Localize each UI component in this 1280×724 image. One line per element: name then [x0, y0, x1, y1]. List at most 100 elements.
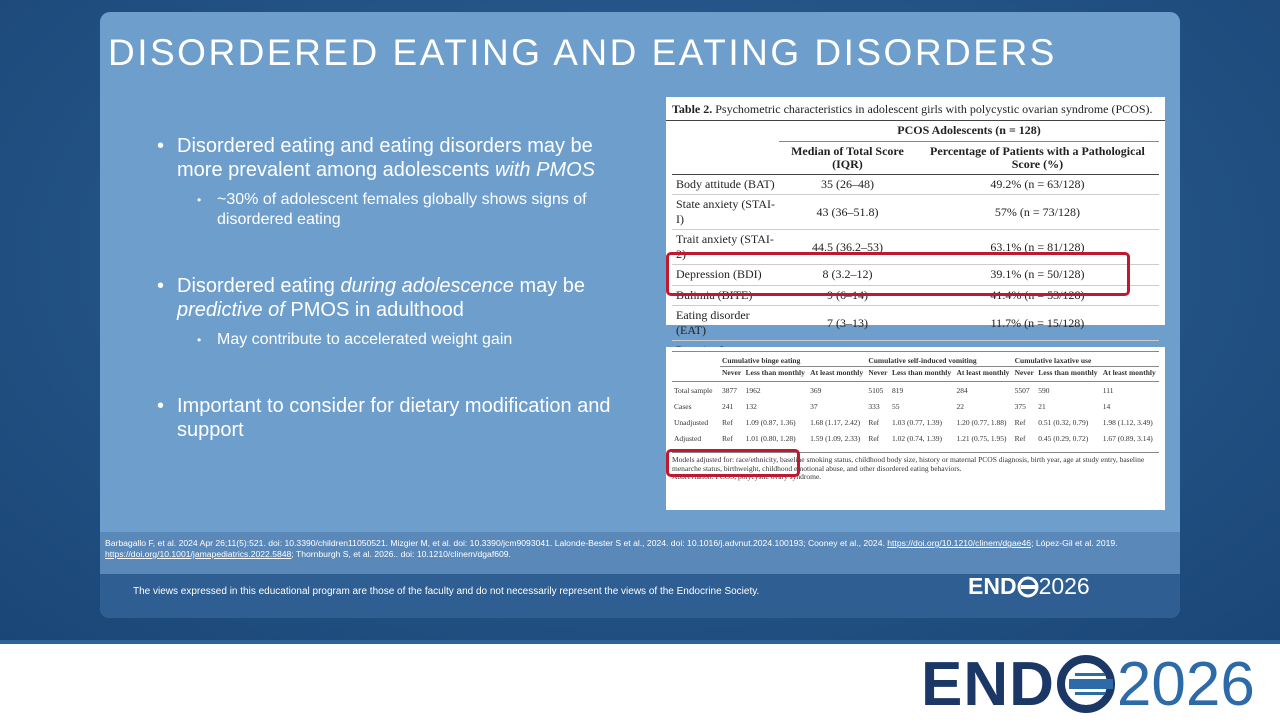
column-header: Never	[722, 368, 742, 377]
cell: Cases	[674, 402, 692, 411]
cell: Total sample	[674, 386, 713, 395]
cell: 7 (3–13)	[826, 315, 868, 330]
table-caption: Table 2. Psychometric characteristics in…	[666, 97, 1165, 121]
row: Depression (BDI) 8 (3.2–12) 39.1% (n = 50/…	[672, 265, 1159, 285]
cell: 0.51 (0.32, 0.79)	[1038, 418, 1089, 427]
cell: 55	[891, 402, 900, 411]
column-header: At least monthly	[810, 368, 864, 377]
text-run: Important to consider for dietary modifi…	[177, 395, 611, 441]
highlight-box	[666, 449, 800, 477]
cell: 1.59 (1.09, 2.33)	[810, 434, 861, 443]
cell: 1.03 (0.77, 1.39)	[891, 418, 942, 427]
cell: 37	[810, 402, 818, 411]
caption: Psychometric characteristics in adolesce…	[715, 102, 1153, 116]
cell: Ref	[1014, 434, 1026, 443]
sub-bullet: May contribute to accelerated weight gai…	[177, 330, 617, 350]
header-row: Never Less than monthly At least monthly Ne…	[672, 367, 1159, 382]
text-run: PMOS in adulthood	[284, 299, 464, 321]
bullet: Disordered eating and eating disorders m…	[157, 134, 617, 230]
column-header: Median of Total Score (IQR)	[791, 143, 904, 171]
column-header: Never	[1014, 368, 1034, 377]
cell: 35 (26–48)	[820, 176, 874, 191]
slide: DISORDERED EATING AND EATING DISORDERS D…	[100, 12, 1180, 618]
group-header: Cumulative self-induced vomiting	[866, 351, 1013, 367]
cell: 1.21 (0.75, 1.95)	[956, 434, 1007, 443]
text-run: May contribute to accelerated weight gai…	[217, 331, 513, 348]
header-row: Median of Total Score (IQR) Percentage of…	[672, 141, 1159, 174]
row: Body attitude (BAT) 35 (26–48) 49.2% (n = …	[672, 174, 1159, 195]
cell: 1.67 (0.89, 3.14)	[1102, 434, 1153, 443]
cell	[672, 352, 720, 367]
cell: 3877	[722, 386, 737, 395]
logo-year: 2026	[1116, 649, 1255, 719]
bullet: Important to consider for dietary modifi…	[157, 394, 617, 442]
cell: 132	[745, 402, 757, 411]
cell: 333	[868, 402, 880, 411]
cell: 1.09 (0.87, 1.36)	[745, 418, 796, 427]
cell: 1.02 (0.74, 1.39)	[891, 434, 942, 443]
row: Trait anxiety (STAI-2) 44.5 (36.2–53) 63.1…	[672, 230, 1159, 265]
text-run: may be	[513, 275, 586, 297]
sub-bullet: ~30% of adolescent females globally show…	[177, 190, 617, 230]
text-run: Disordered eating and eating disorders m…	[177, 135, 593, 181]
cell: 375	[1014, 402, 1026, 411]
row: Eating disorder (EAT) 7 (3–13) 11.7% (n = …	[672, 306, 1159, 341]
cell: Depression (BDI)	[676, 267, 762, 282]
logo-small: END 2026	[968, 573, 1090, 600]
column-header: Less than monthly	[745, 368, 805, 377]
cell: 8 (3.2–12)	[822, 267, 873, 282]
disclaimer: The views expressed in this educational …	[133, 586, 760, 597]
group-header: PCOS Adolescents (n = 128)	[779, 121, 1159, 142]
group-header: Cumulative laxative use	[1012, 351, 1159, 367]
cell: 44.5 (36.2–53)	[811, 239, 883, 254]
row: Cases 241 132 37 333 55 22 375 21 14	[672, 398, 1159, 414]
row: Adjusted Ref 1.01 (0.80, 1.28) 1.59 (1.09, …	[672, 430, 1159, 446]
cell: Ref	[1014, 418, 1026, 427]
cell: 1.68 (1.17, 2.42)	[810, 418, 861, 427]
cell: 284	[956, 386, 968, 395]
column-header: At least monthly	[1102, 368, 1156, 377]
header-row: PCOS Adolescents (n = 128)	[672, 121, 1159, 142]
logo-text: END	[921, 649, 1055, 719]
cell: 5105	[868, 386, 884, 395]
cell: 49.2% (n = 63/128)	[990, 176, 1085, 191]
cell: 39.1% (n = 50/128)	[990, 267, 1085, 282]
column-header: Never	[868, 368, 888, 377]
text-run: ~30% of adolescent females globally show…	[217, 191, 587, 228]
row: Total sample 3877 1962 369 5105 819 284 5507 590…	[672, 382, 1159, 399]
logo-text: END	[968, 573, 1017, 599]
cell: 43 (36–51.8)	[816, 204, 879, 219]
cell: Body attitude (BAT)	[676, 176, 775, 191]
cell: 1.20 (0.77, 1.88)	[956, 418, 1007, 427]
text-run: during adolescence	[340, 275, 514, 297]
cell: 369	[810, 386, 822, 395]
note: Models adjusted for: race/ethnicity, bas…	[672, 455, 1145, 473]
group-header: Cumulative binge eating	[720, 351, 867, 367]
text-run: Barbagallo F, et al. 2024 Apr 26;11(5):5…	[105, 538, 888, 548]
cell: 11.7% (n = 15/128)	[990, 315, 1085, 330]
cell: Ref	[722, 418, 733, 427]
cell	[672, 141, 779, 174]
disclaimer-band	[100, 574, 1180, 618]
text-run: ; López-Gil et al. 2019.	[1031, 538, 1118, 548]
column-header: Percentage of Patients with a Pathologic…	[930, 143, 1145, 171]
header-row: Cumulative binge eating Cumulative self-i…	[672, 351, 1159, 367]
table: Cumulative binge eating Cumulative self-i…	[672, 351, 1159, 446]
table-label: Table 2.	[672, 102, 713, 116]
logo-large: END 2026	[921, 648, 1255, 720]
highlight-box	[666, 252, 1130, 296]
table-2: Cumulative binge eating Cumulative self-i…	[666, 347, 1165, 510]
cell: 22	[956, 402, 964, 411]
link[interactable]: https://doi.org/10.1210/clinem/dgae46	[887, 538, 1032, 548]
cell: 21	[1038, 402, 1046, 411]
cell: 590	[1038, 386, 1050, 395]
references: Barbagallo F, et al. 2024 Apr 26;11(5):5…	[105, 538, 1165, 560]
slide-title: DISORDERED EATING AND EATING DISORDERS	[108, 32, 1057, 73]
text-run: ; Thornburgh S, et al. 2026.. doi: 10.12…	[291, 549, 511, 559]
cell: Ref	[722, 434, 733, 443]
cell: 14	[1102, 402, 1111, 411]
cell: 819	[891, 386, 904, 395]
link[interactable]: https://doi.org/10.1001/jamapediatrics.2…	[105, 549, 292, 559]
cell: 5507	[1014, 386, 1030, 395]
